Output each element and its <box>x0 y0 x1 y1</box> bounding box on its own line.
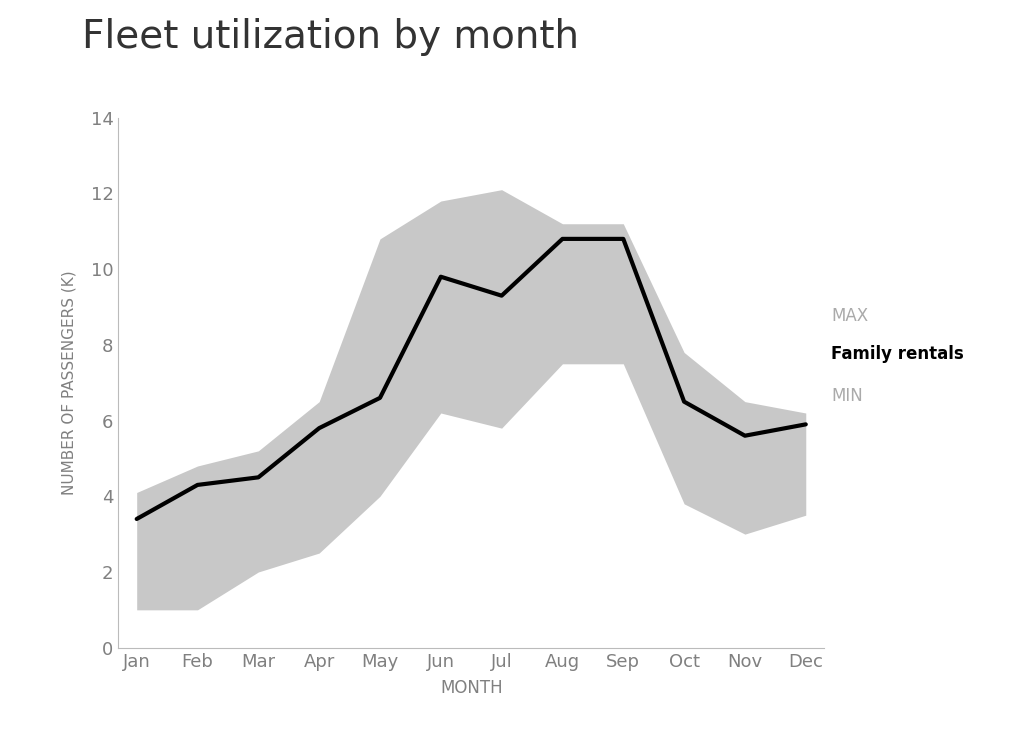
Text: Family rentals: Family rentals <box>831 344 964 363</box>
Y-axis label: NUMBER OF PASSENGERS (K): NUMBER OF PASSENGERS (K) <box>62 270 77 495</box>
Text: Fleet utilization by month: Fleet utilization by month <box>82 18 580 57</box>
X-axis label: MONTH: MONTH <box>440 679 503 697</box>
Text: MIN: MIN <box>831 387 863 405</box>
Text: MAX: MAX <box>831 308 868 325</box>
